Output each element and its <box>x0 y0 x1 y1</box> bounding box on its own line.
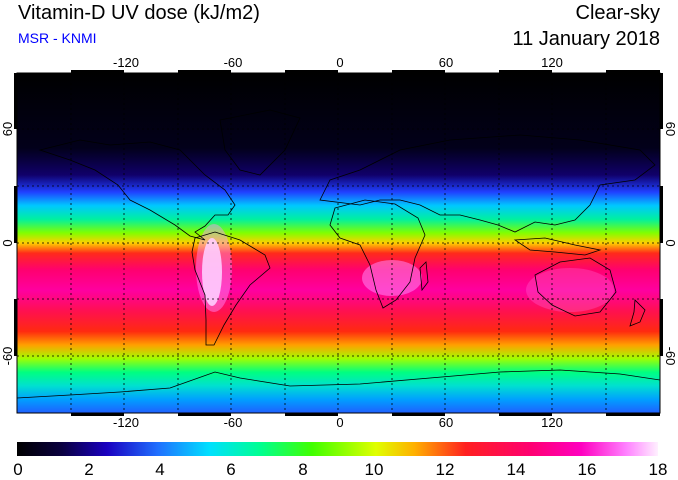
colorbar-label: 16 <box>578 460 597 479</box>
colorbar-label: 12 <box>436 460 455 479</box>
lat-tick-left-label: 0 <box>0 239 15 246</box>
uv-hotspot-australia <box>526 268 614 312</box>
lon-tick-bottom-label: 0 <box>336 415 343 430</box>
colorbar-label: 10 <box>365 460 384 479</box>
lon-tick-bottom-label: -120 <box>113 415 139 430</box>
new-zealand-coastline <box>629 299 646 327</box>
uv-hotspot-south-america-halo <box>196 224 232 312</box>
australia-coastline <box>534 257 617 317</box>
indonesia-coastline <box>513 237 602 256</box>
coastlines <box>17 109 660 399</box>
uv-hotspot-south-america <box>202 238 222 306</box>
colorbar-label: 6 <box>226 460 235 479</box>
north-america-coastline <box>38 139 236 241</box>
colorbar-label: 0 <box>13 460 22 479</box>
colorbar-label: 18 <box>649 460 668 479</box>
greenland-coastline <box>219 109 301 176</box>
antarctica-coastline <box>17 369 660 399</box>
eurasia-coastline <box>319 134 656 233</box>
lon-tick-top-label: -120 <box>113 55 139 70</box>
colorbar <box>17 442 658 456</box>
lon-tick-top-label: 60 <box>439 55 453 70</box>
colorbar-label: 14 <box>507 460 526 479</box>
colorbar-label: 8 <box>298 460 307 479</box>
lon-tick-bottom-label: -60 <box>224 415 243 430</box>
lon-tick-bottom-label: 120 <box>541 415 563 430</box>
lat-tick-right-label: 0 <box>663 239 678 246</box>
south-america-coastline <box>191 231 271 346</box>
madagascar-coastline <box>419 261 429 292</box>
map-date: 11 January 2018 <box>512 28 660 50</box>
frame-ticks <box>14 70 663 416</box>
graticule <box>17 73 660 413</box>
lat-tick-right-label: -60 <box>663 347 678 366</box>
lon-tick-bottom-label: 60 <box>439 415 453 430</box>
lat-tick-left-label: -60 <box>0 347 15 366</box>
colorbar-label: 2 <box>84 460 93 479</box>
lon-tick-top-label: 120 <box>541 55 563 70</box>
map-title: Vitamin-D UV dose (kJ/m2) <box>18 2 260 24</box>
colorbar-label: 4 <box>155 460 164 479</box>
map-subtitle: MSR - KNMI <box>18 30 97 46</box>
lon-tick-top-label: -60 <box>224 55 243 70</box>
lon-tick-top-label: 0 <box>336 55 343 70</box>
lat-tick-right-label: 60 <box>663 122 678 136</box>
africa-coastline <box>329 199 426 309</box>
sky-condition: Clear-sky <box>575 2 660 24</box>
lat-tick-left-label: 60 <box>0 122 15 136</box>
